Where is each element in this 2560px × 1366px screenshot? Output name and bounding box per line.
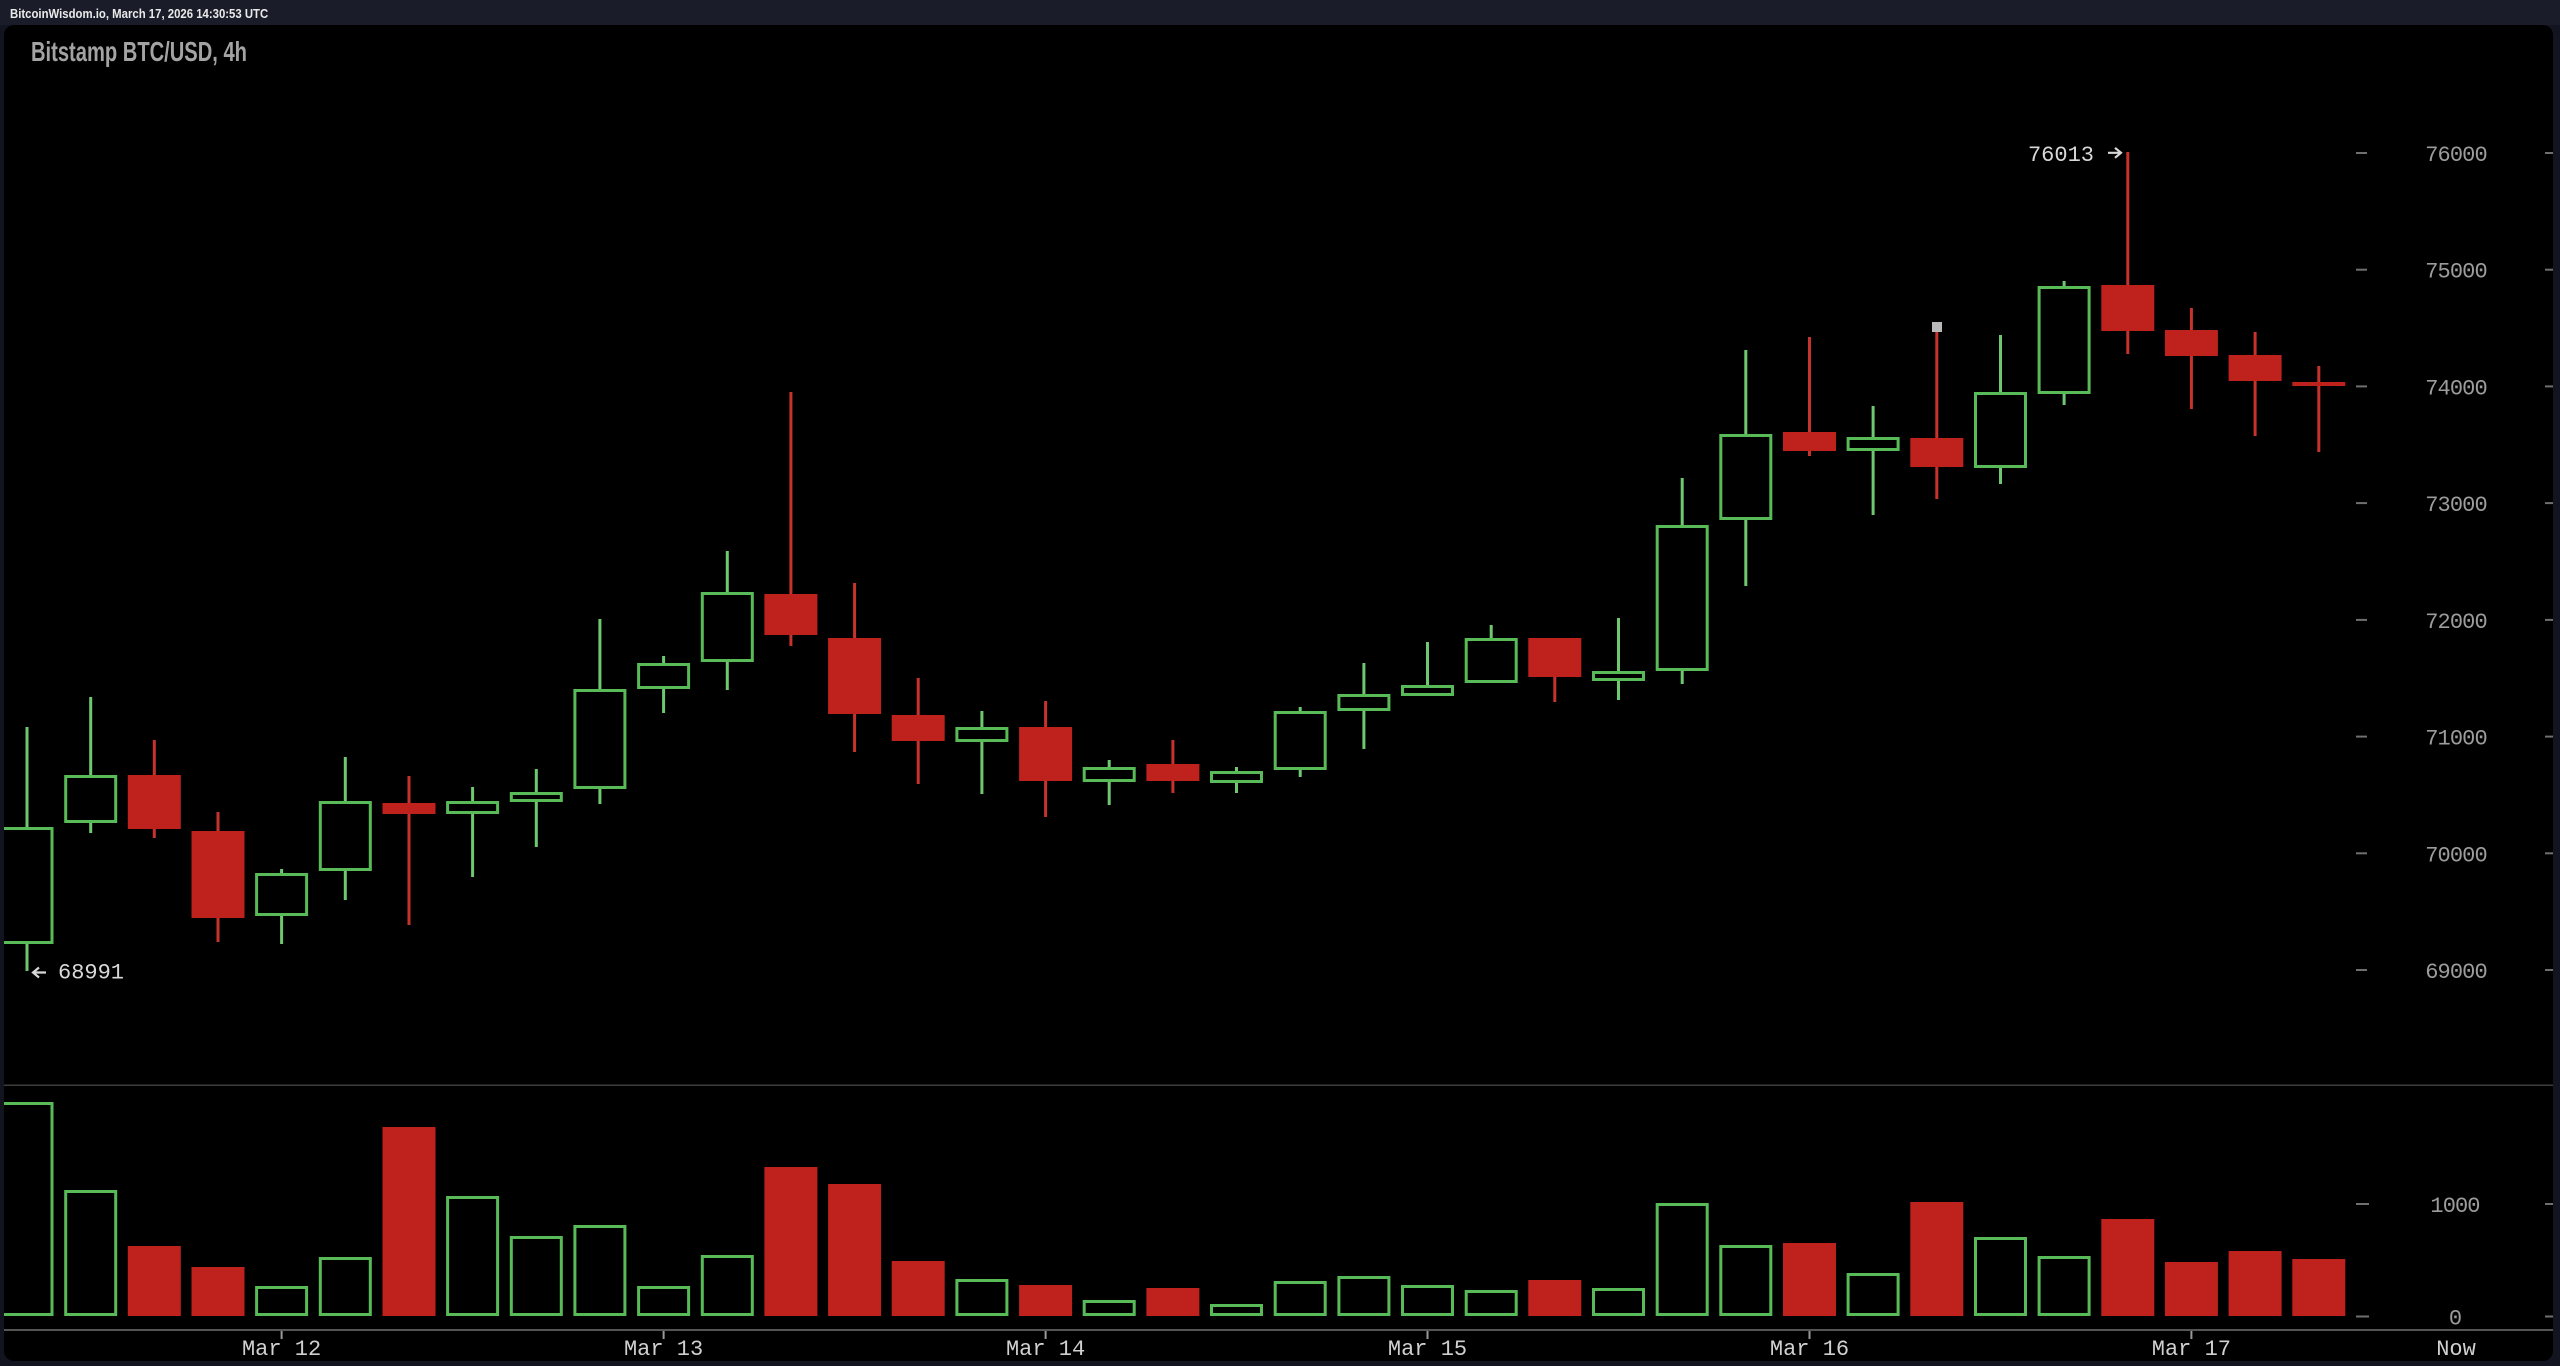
svg-text:76013: 76013 xyxy=(2028,143,2094,168)
svg-text:68991: 68991 xyxy=(58,961,124,986)
svg-text:BitcoinWisdom.io, March 17, 20: BitcoinWisdom.io, March 17, 2026 14:30:5… xyxy=(10,6,268,21)
svg-text:76000: 76000 xyxy=(2425,143,2487,168)
svg-text:Mar 16: Mar 16 xyxy=(1770,1337,1849,1362)
svg-text:72000: 72000 xyxy=(2425,610,2487,635)
svg-text:1000: 1000 xyxy=(2430,1194,2479,1219)
svg-text:Mar 15: Mar 15 xyxy=(1388,1337,1467,1362)
svg-text:Mar 13: Mar 13 xyxy=(624,1337,703,1362)
svg-text:Now: Now xyxy=(2436,1337,2476,1362)
svg-text:69000: 69000 xyxy=(2425,960,2487,985)
svg-text:75000: 75000 xyxy=(2425,260,2487,285)
svg-text:Bitstamp BTC/USD, 4h: Bitstamp BTC/USD, 4h xyxy=(31,37,247,68)
svg-text:0: 0 xyxy=(2449,1307,2461,1332)
svg-text:Mar 12: Mar 12 xyxy=(242,1337,321,1362)
svg-text:73000: 73000 xyxy=(2425,493,2487,518)
svg-text:71000: 71000 xyxy=(2425,727,2487,752)
svg-text:70000: 70000 xyxy=(2425,843,2487,868)
svg-text:74000: 74000 xyxy=(2425,376,2487,401)
svg-text:Mar 17: Mar 17 xyxy=(2152,1337,2231,1362)
svg-text:Mar 14: Mar 14 xyxy=(1006,1337,1085,1362)
